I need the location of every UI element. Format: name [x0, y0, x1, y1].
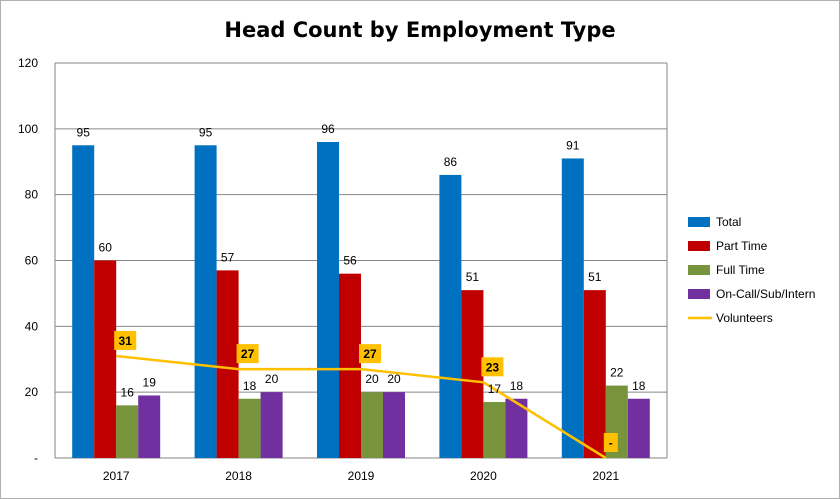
- line-label-box: [603, 433, 618, 452]
- y-tick-label: 60: [25, 254, 39, 268]
- bar-data-label: 19: [143, 375, 157, 389]
- bar-data-label: 22: [610, 366, 624, 380]
- x-tick-label: 2020: [470, 469, 497, 483]
- line-data-label: 23: [481, 357, 504, 377]
- line-data-label: 27: [236, 344, 259, 364]
- legend: Total Part Time Full Time On-Call/Sub/Inter…: [688, 215, 815, 325]
- line-label-box: [114, 330, 137, 350]
- legend-item: Total: [688, 215, 741, 229]
- x-tick-label: 2021: [592, 469, 619, 483]
- line-label-box: [359, 344, 381, 364]
- bar-data-label: 18: [510, 379, 524, 393]
- y-tick-label: 40: [25, 319, 39, 333]
- bar-data-label: 57: [221, 250, 235, 264]
- bar-data-label: 18: [632, 379, 646, 393]
- bar-part-time: [94, 260, 117, 458]
- bar-data-label: 95: [199, 125, 213, 139]
- bar-data-label: 95: [77, 125, 91, 139]
- line-label-text: -: [609, 436, 613, 450]
- bar-full-time: [238, 398, 261, 458]
- legend-label: On-Call/Sub/Intern: [716, 287, 815, 301]
- bar-total: [439, 174, 462, 458]
- line-volunteers: [116, 354, 607, 460]
- bar-on-call-sub-intern: [138, 395, 161, 458]
- bar-data-label: 17: [488, 382, 502, 396]
- bar-full-time: [116, 405, 139, 458]
- y-tick-label: -: [34, 451, 38, 465]
- bar-full-time: [361, 392, 383, 458]
- line-label-text: 31: [119, 334, 133, 348]
- legend-swatch: [688, 241, 710, 251]
- bar-data-label: 91: [566, 138, 580, 152]
- bar-data-label: 51: [466, 270, 480, 284]
- bar-part-time: [583, 290, 606, 458]
- bar-part-time: [461, 290, 484, 458]
- line-label-text: 23: [486, 360, 500, 374]
- bar-data-label: 56: [343, 254, 357, 268]
- bar-data-label: 20: [265, 372, 279, 386]
- legend-label: Volunteers: [716, 311, 773, 325]
- bar-on-call-sub-intern: [505, 398, 528, 458]
- bar-data-label: 86: [444, 155, 458, 169]
- bar-data-label: 20: [387, 372, 401, 386]
- label-layer: 95 60 16 19 95 57 18 20 96 56 20 20 86 51 17 18 91 51 22 18…: [77, 122, 646, 452]
- bar-full-time: [483, 402, 506, 458]
- bar-total: [72, 145, 95, 458]
- bar-data-label: 16: [121, 385, 135, 399]
- line-data-label: 27: [359, 344, 381, 364]
- legend-item: On-Call/Sub/Intern: [688, 287, 815, 301]
- bar-total: [317, 142, 339, 458]
- y-tick-label: 120: [18, 56, 38, 70]
- line-data-label: 31: [114, 330, 137, 350]
- x-tick-label: 2017: [103, 469, 130, 483]
- bar-part-time: [216, 270, 239, 458]
- legend-label: Full Time: [716, 263, 765, 277]
- y-tick-label: 100: [18, 122, 38, 136]
- x-tick-label: 2019: [348, 469, 375, 483]
- line-label-text: 27: [363, 347, 377, 361]
- bar-data-label: 96: [321, 122, 335, 136]
- x-tick-label: 2018: [225, 469, 252, 483]
- bar-on-call-sub-intern: [383, 392, 405, 458]
- y-tick-label: 80: [25, 188, 39, 202]
- chart-title: Head Count by Employment Type: [224, 18, 616, 42]
- legend-item: Part Time: [688, 239, 768, 253]
- bar-on-call-sub-intern: [627, 398, 650, 458]
- bar-data-label: 51: [588, 270, 602, 284]
- bar-data-label: 18: [243, 379, 257, 393]
- legend-item: Volunteers: [688, 311, 773, 325]
- bar-total: [194, 145, 217, 458]
- line-layer: [116, 354, 607, 460]
- legend-label: Part Time: [716, 239, 768, 253]
- bar-part-time: [339, 273, 361, 458]
- line-label-box: [236, 344, 259, 364]
- line-label-text: 27: [241, 347, 255, 361]
- line-label-box: [481, 357, 504, 377]
- legend-swatch: [688, 265, 710, 275]
- bar-total: [561, 158, 584, 459]
- legend-swatch: [688, 289, 710, 299]
- bar-layer: [72, 142, 650, 459]
- legend-swatch: [688, 217, 710, 227]
- line-data-label: -: [603, 433, 618, 452]
- y-tick-label: 20: [25, 385, 39, 399]
- legend-item: Full Time: [688, 263, 765, 277]
- legend-label: Total: [716, 215, 741, 229]
- bar-data-label: 20: [365, 372, 379, 386]
- bar-data-label: 60: [99, 241, 113, 255]
- bar-on-call-sub-intern: [260, 392, 283, 458]
